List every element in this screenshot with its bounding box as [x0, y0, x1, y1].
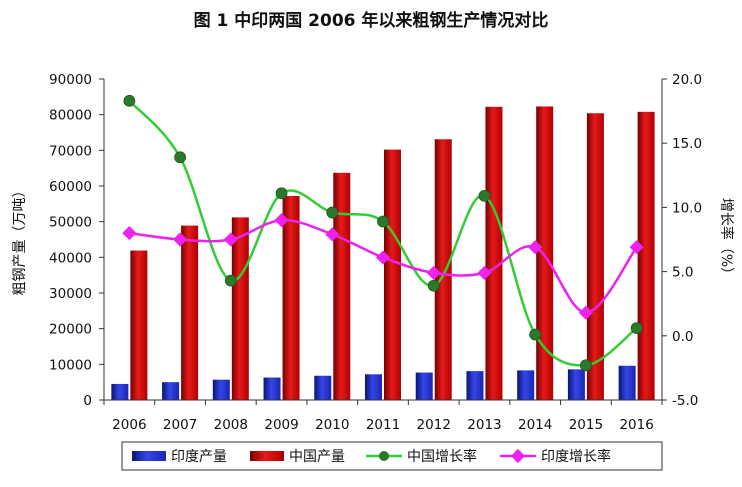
y-tick-label: 10000 [49, 357, 92, 373]
bar-china-output [231, 217, 249, 400]
x-tick-label: 2012 [417, 417, 451, 433]
legend-label-india-growth: 印度增长率 [541, 448, 611, 465]
y2-tick-label: 0.0 [672, 329, 693, 345]
bar-india-output [567, 369, 585, 400]
legend-label-china-output: 中国产量 [289, 449, 345, 465]
y-tick-label: 0 [83, 393, 92, 409]
legend-marker-china-growth [379, 451, 389, 461]
marker-india-growth [274, 213, 289, 228]
marker-china-growth [630, 322, 643, 334]
marker-india-growth [325, 227, 340, 242]
bar-china-output [130, 250, 148, 400]
bar-india-output [263, 377, 281, 400]
marker-india-growth [426, 265, 441, 280]
y-tick-label: 20000 [49, 322, 92, 338]
marker-china-growth [580, 359, 592, 372]
y2-tick-label: 20.0 [672, 72, 702, 88]
y2-tick-label: -5.0 [672, 393, 698, 409]
y-tick-label: 50000 [49, 215, 92, 231]
x-tick-label: 2007 [163, 417, 197, 433]
marker-china-growth [224, 274, 237, 287]
line-china-growth [128, 99, 638, 367]
marker-china-growth [478, 189, 491, 202]
y2-tick-label: 15.0 [672, 136, 702, 152]
y-tick-label: 40000 [49, 250, 92, 266]
chart-title: 图 1 中印两国 2006 年以来粗钢生产情况对比 [193, 11, 549, 31]
bar-china-output [384, 149, 401, 400]
marker-china-growth [275, 187, 288, 200]
bar-india-output [466, 371, 484, 400]
bar-india-output [618, 365, 636, 400]
x-tick-label: 2010 [315, 417, 349, 433]
y-tick-label: 70000 [49, 143, 92, 159]
x-tick-label: 2011 [366, 417, 400, 433]
y-tick-label: 60000 [49, 179, 92, 195]
legend-label-india-output: 印度产量 [171, 449, 227, 465]
y-tick-label: 80000 [49, 108, 92, 124]
bar-china-output [485, 106, 503, 400]
y2-axis-title: 增长率（%） [718, 198, 735, 281]
bar-china-output [586, 113, 604, 401]
x-tick-label: 2015 [569, 417, 603, 433]
bar-china-output [181, 225, 199, 400]
y2-tick-label: 5.0 [672, 265, 693, 281]
x-tick-label: 2008 [214, 417, 248, 433]
y-axis-title: 粗钢产量（万吨） [12, 184, 28, 296]
marker-china-growth [123, 94, 136, 107]
bar-india-output [314, 375, 332, 400]
x-tick-label: 2009 [264, 417, 298, 433]
marker-india-growth [122, 226, 137, 241]
x-tick-label: 2014 [518, 417, 552, 433]
x-tick-label: 2016 [619, 417, 653, 433]
x-tick-label: 2013 [467, 417, 501, 433]
bar-india-output [162, 382, 180, 400]
x-tick-label: 2006 [112, 417, 146, 433]
marker-india-growth [629, 240, 644, 255]
marker-china-growth [427, 279, 440, 292]
marker-india-growth [477, 265, 492, 280]
legend-marker-india-growth [510, 448, 526, 464]
bar-china-output [536, 106, 554, 401]
bar-india-output [365, 374, 382, 400]
marker-china-growth [174, 151, 186, 164]
line-india-growth [129, 218, 638, 314]
bar-india-output [415, 372, 433, 400]
bar-china-output [637, 111, 655, 401]
marker-india-growth [578, 305, 593, 320]
marker-india-growth [173, 232, 188, 247]
bar-china-output [333, 172, 351, 400]
marker-india-growth [375, 250, 391, 265]
bar-india-output [212, 379, 230, 400]
bar-india-output [111, 383, 129, 400]
bar-china-output [434, 139, 452, 400]
bar-china-output [282, 195, 300, 400]
marker-china-growth [377, 215, 389, 228]
y-tick-label: 90000 [49, 72, 92, 88]
legend-swatch-china-output [250, 451, 284, 461]
legend-label-china-growth: 中国增长率 [407, 448, 477, 465]
bar-india-output [517, 370, 535, 400]
legend-swatch-india-output [132, 451, 166, 461]
marker-china-growth [326, 206, 339, 219]
y2-tick-label: 10.0 [672, 200, 702, 216]
marker-india-growth [223, 232, 238, 247]
y-tick-label: 30000 [49, 286, 92, 302]
marker-india-growth [528, 240, 543, 255]
marker-china-growth [529, 328, 542, 341]
